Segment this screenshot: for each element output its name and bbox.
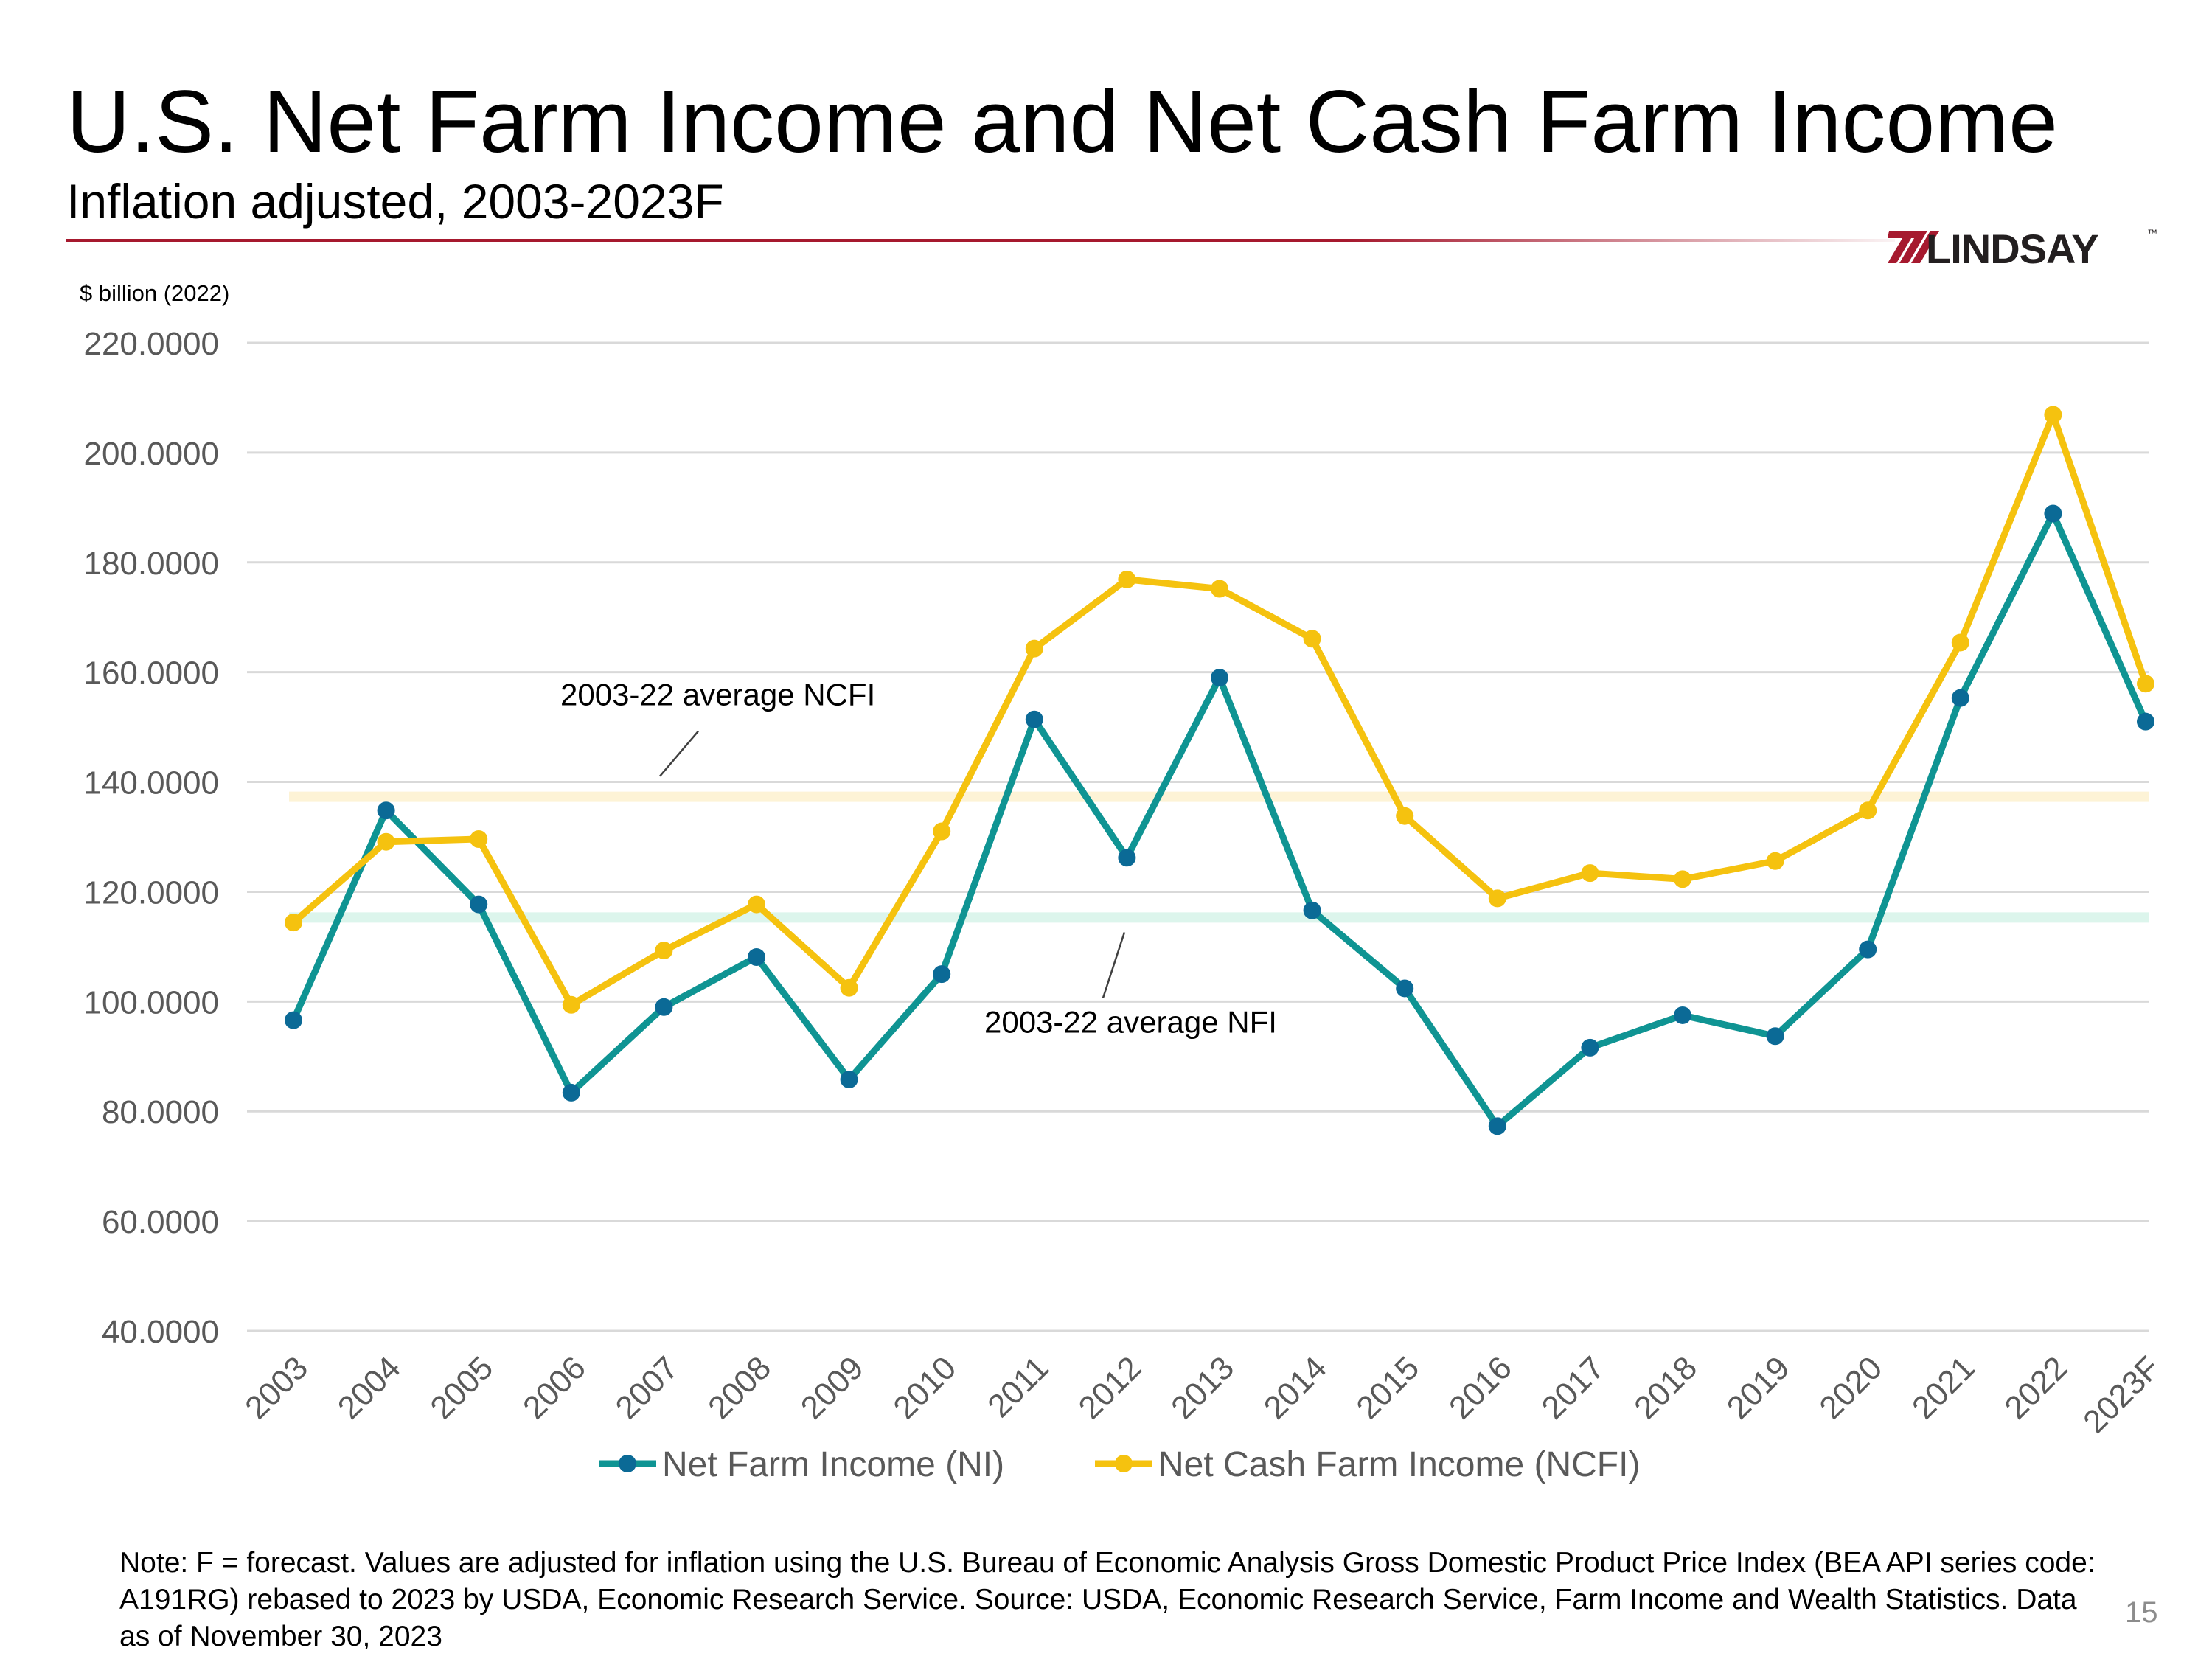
data-point-ni-2013 xyxy=(1211,669,1228,687)
x-tick-label: 2018 xyxy=(1627,1349,1704,1426)
lindsay-logo: LINDSAY ™ xyxy=(1888,226,2157,272)
chart-series xyxy=(285,406,2154,1135)
x-tick-label: 2019 xyxy=(1720,1349,1797,1426)
title-divider xyxy=(66,239,1895,242)
data-point-ni-2011 xyxy=(1025,710,1043,728)
data-point-ncfi-2004 xyxy=(377,832,395,851)
y-tick-label: 140.0000 xyxy=(83,765,219,801)
legend-swatch-marker-ni xyxy=(619,1455,636,1472)
y-tick-label: 60.0000 xyxy=(102,1204,219,1240)
line-chart: 220.0000 200.0000 180.0000 160.0000 140.0000… xyxy=(83,326,2167,1484)
data-point-ni-2022 xyxy=(2044,504,2062,523)
data-point-ni-2018 xyxy=(1674,1006,1691,1024)
x-tick-label: 2017 xyxy=(1535,1349,1612,1426)
data-point-ncfi-2011 xyxy=(1025,639,1043,658)
data-point-ni-2008 xyxy=(748,948,765,967)
annotations: 2003-22 average NCFI 2003-22 average NFI xyxy=(560,678,1277,1040)
data-point-ncfi-2003 xyxy=(285,914,302,932)
data-point-ni-2019 xyxy=(1766,1027,1784,1046)
data-point-ncfi-2013 xyxy=(1211,580,1228,598)
x-tick-label: 2023F xyxy=(2076,1349,2167,1440)
x-tick-label: 2012 xyxy=(1072,1349,1149,1426)
x-tick-label: 2009 xyxy=(794,1349,871,1426)
data-point-ncfi-2022 xyxy=(2044,406,2062,424)
data-point-ni-2010 xyxy=(933,965,951,984)
footnote: Note: F = forecast. Values are adjusted … xyxy=(119,1547,2096,1652)
data-point-ni-2005 xyxy=(470,895,488,914)
annotation-leader-ncfi xyxy=(659,730,699,777)
y-axis-unit-label: $ billion (2022) xyxy=(80,280,230,306)
data-point-ncfi-2015 xyxy=(1396,807,1414,825)
annotation-leader-nfi xyxy=(1102,932,1126,998)
data-point-ni-2020 xyxy=(1859,940,1877,959)
data-point-ni-2016 xyxy=(1488,1117,1506,1135)
page-number: 15 xyxy=(2125,1596,2158,1629)
x-tick-label: 2015 xyxy=(1349,1349,1426,1426)
x-tick-label: 2014 xyxy=(1257,1349,1334,1426)
x-tick-label: 2022 xyxy=(1998,1349,2075,1426)
data-point-ncfi-2005 xyxy=(470,830,488,848)
annotation-average-nfi: 2003-22 average NFI xyxy=(984,1004,1277,1039)
data-point-ni-2023F xyxy=(2137,712,2154,731)
slide-title: U.S. Net Farm Income and Net Cash Farm I… xyxy=(66,72,2058,171)
data-point-ncfi-2018 xyxy=(1674,870,1691,888)
x-tick-label: 2008 xyxy=(701,1349,778,1426)
x-tick-label: 2021 xyxy=(1905,1349,1982,1426)
slide-subtitle: Inflation adjusted, 2003-2023F xyxy=(66,174,724,229)
data-point-ncfi-2020 xyxy=(1859,801,1877,820)
data-point-ncfi-2023F xyxy=(2137,675,2154,693)
x-axis-ticks: 2003 2004 2005 2006 2007 2008 2009 2010 2011 2012… xyxy=(238,1349,2167,1440)
legend-label-ncfi: Net Cash Farm Income (NCFI) xyxy=(1158,1445,1640,1484)
chart-legend: Net Farm Income (NI) Net Cash Farm Income… xyxy=(599,1445,1640,1484)
data-point-ni-2003 xyxy=(285,1011,302,1029)
x-tick-label: 2003 xyxy=(238,1349,315,1426)
y-tick-label: 220.0000 xyxy=(83,326,219,362)
data-point-ncfi-2014 xyxy=(1303,630,1321,648)
logo-stripes-icon xyxy=(1888,231,1939,263)
y-tick-label: 180.0000 xyxy=(83,546,219,582)
y-tick-label: 160.0000 xyxy=(83,655,219,692)
x-tick-label: 2010 xyxy=(886,1349,963,1426)
y-tick-label: 100.0000 xyxy=(83,984,219,1020)
data-point-ni-2012 xyxy=(1118,849,1136,867)
data-point-ni-2006 xyxy=(562,1083,580,1102)
reference-lines xyxy=(289,791,2149,923)
y-tick-label: 80.0000 xyxy=(102,1094,219,1130)
x-tick-label: 2005 xyxy=(423,1349,500,1426)
annotation-average-ncfi: 2003-22 average NCFI xyxy=(560,678,875,712)
y-axis-ticks: 220.0000 200.0000 180.0000 160.0000 140.0000… xyxy=(83,326,219,1350)
data-point-ncfi-2009 xyxy=(840,978,858,997)
logo-trademark: ™ xyxy=(2147,227,2157,239)
data-point-ncfi-2008 xyxy=(748,895,765,914)
x-tick-label: 2004 xyxy=(331,1349,408,1426)
data-point-ncfi-2006 xyxy=(562,995,580,1014)
logo-wordmark: LINDSAY xyxy=(1926,226,2098,272)
x-tick-label: 2011 xyxy=(981,1349,1056,1425)
data-point-ni-2021 xyxy=(1951,689,1969,707)
x-tick-label: 2007 xyxy=(609,1349,686,1426)
legend-swatch-marker-ncfi xyxy=(1115,1455,1133,1472)
data-point-ncfi-2010 xyxy=(933,822,951,841)
data-point-ncfi-2019 xyxy=(1766,852,1784,870)
y-tick-label: 200.0000 xyxy=(83,436,219,472)
data-point-ni-2009 xyxy=(840,1071,858,1089)
chart-gridlines xyxy=(247,341,2149,1332)
data-point-ni-2004 xyxy=(377,801,395,820)
x-tick-label: 2013 xyxy=(1164,1349,1241,1426)
x-tick-label: 2006 xyxy=(516,1349,593,1426)
y-tick-label: 40.0000 xyxy=(102,1314,219,1350)
data-point-ncfi-2007 xyxy=(655,942,673,960)
data-point-ni-2007 xyxy=(655,998,673,1016)
data-point-ni-2017 xyxy=(1581,1038,1599,1057)
data-point-ni-2015 xyxy=(1396,979,1414,998)
data-point-ncfi-2012 xyxy=(1118,570,1136,588)
data-point-ni-2014 xyxy=(1303,901,1321,919)
data-point-ncfi-2017 xyxy=(1581,864,1599,883)
y-tick-label: 120.0000 xyxy=(83,874,219,911)
data-point-ncfi-2016 xyxy=(1488,889,1506,908)
data-point-ncfi-2021 xyxy=(1951,633,1969,652)
x-tick-label: 2020 xyxy=(1812,1349,1889,1426)
x-tick-label: 2016 xyxy=(1442,1349,1519,1426)
legend-label-ni: Net Farm Income (NI) xyxy=(662,1445,1004,1484)
